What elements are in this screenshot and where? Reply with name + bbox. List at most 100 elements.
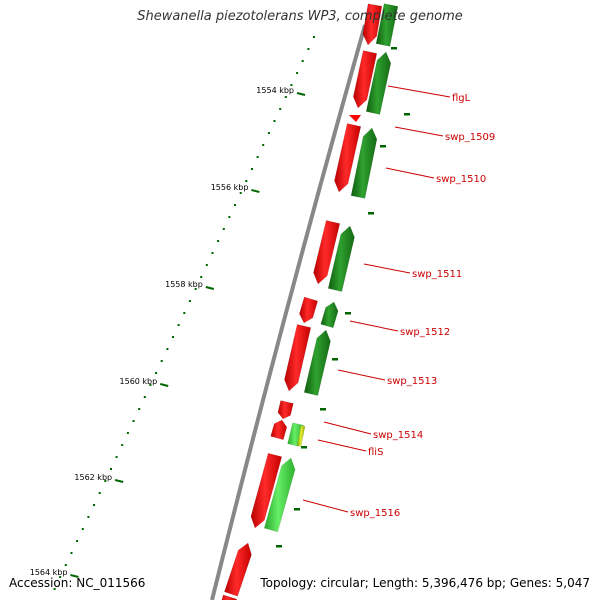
scale-dot (217, 240, 220, 242)
lane-marker (404, 113, 410, 116)
gene-label: swp_1510 (436, 174, 486, 185)
gene-label: swp_1512 (400, 327, 450, 338)
scale-dot (222, 228, 225, 230)
genome-backbone (210, 24, 367, 600)
scale-tick (159, 383, 169, 387)
scale-dot (155, 372, 158, 374)
gene-arrow-reverse (334, 123, 362, 193)
scale-label: 1556 kbp (211, 183, 249, 192)
scale-dot (70, 552, 73, 554)
scale-dot (166, 348, 169, 350)
label-leader-line (349, 320, 399, 332)
label-leader-line (385, 167, 435, 179)
gene-arrow-forward (296, 425, 306, 447)
lane-marker (320, 408, 326, 411)
scale-dot (93, 504, 95, 506)
gene-arrow-reverse (250, 452, 283, 529)
scale-dot (307, 48, 310, 50)
gene-arrow-reverse (221, 594, 238, 600)
gene-label: swp_1513 (387, 376, 437, 387)
scale-dot (245, 180, 248, 182)
scale-dot (200, 276, 203, 278)
label-leader-line (337, 369, 386, 381)
gene-label: swp_1511 (412, 269, 462, 280)
scale-dot (251, 168, 253, 170)
scale-label: 1562 kbp (74, 473, 112, 482)
scale-dot (138, 408, 141, 410)
scale-dot (239, 192, 242, 194)
scale-dot (104, 480, 107, 482)
lane-marker (380, 145, 386, 148)
label-leader-line (387, 85, 451, 98)
gene-arrow-reverse (362, 3, 383, 46)
scale-dot (76, 540, 79, 542)
label-leader-line (363, 263, 411, 274)
scale-dot (205, 264, 208, 266)
scale-dot (172, 336, 174, 338)
scale-dot (121, 444, 124, 446)
scale-dot (110, 468, 112, 470)
gene-label: fliS (368, 447, 383, 458)
lane-marker (368, 212, 374, 215)
scale-dot (313, 36, 315, 38)
scale-dot (284, 96, 287, 98)
gene-arrow-reverse (224, 542, 252, 597)
scale-dot (126, 432, 129, 434)
topology-text: Topology: circular; Length: 5,396,476 bp… (260, 576, 590, 590)
scale-dot (132, 420, 135, 422)
lane-marker (391, 47, 397, 50)
scale-label: 1554 kbp (256, 86, 294, 95)
scale-dot (143, 396, 146, 398)
genome-title: Shewanella piezotolerans WP3, complete g… (137, 9, 463, 24)
backbone-halo (211, 23, 375, 600)
label-leader-line (323, 421, 372, 435)
label-leader-line (394, 126, 444, 137)
gene-arrow-reverse (277, 400, 294, 420)
scale-dot (87, 516, 90, 518)
scale-dot (183, 312, 186, 314)
scale-dot (234, 204, 236, 206)
scale-dot (64, 564, 67, 566)
scale-dot (262, 144, 265, 146)
scale-tick (205, 286, 215, 290)
scale-label: 1560 kbp (120, 377, 158, 386)
gene-label: swp_1516 (350, 508, 400, 519)
gene-label: swp_1509 (445, 132, 495, 143)
scale-dot (211, 252, 214, 254)
gene-arrow-forward (303, 329, 331, 396)
label-leader-line (317, 439, 367, 452)
scale-dot (194, 288, 197, 290)
scale-dot (228, 216, 231, 218)
scale-tick (70, 574, 79, 578)
scale-dot (98, 492, 101, 494)
scale-dot (188, 300, 191, 302)
scale-dot (160, 360, 163, 362)
gene-arrow-reverse (270, 419, 288, 441)
gene-arrow-reverse (284, 324, 312, 392)
gene-arrow-reverse (353, 50, 378, 109)
scale-dot (177, 324, 180, 326)
scale-dot (301, 60, 304, 62)
scale-label: 1564 kbp (30, 568, 68, 577)
gene-arrow-forward (327, 225, 355, 292)
gene-label: flgL (452, 93, 471, 104)
scale-dot (279, 108, 282, 110)
scale-tick (114, 479, 124, 483)
lane-marker (345, 312, 351, 315)
gene-arrow-reverse (299, 296, 319, 324)
lane-marker (276, 545, 282, 548)
gene-arrow-forward (263, 457, 296, 533)
gene-arrow-forward (350, 127, 378, 199)
gene-arrow-forward (365, 51, 392, 115)
scale-dot (273, 120, 276, 122)
scale-tick (251, 189, 260, 193)
gene-arrow-forward (375, 3, 399, 47)
scale-dot (256, 156, 259, 158)
label-leader-line (302, 499, 349, 513)
gene-arrow-reverse (313, 220, 341, 285)
scale-dot (53, 588, 56, 590)
scale-tick (296, 92, 306, 96)
scale-dot (290, 84, 293, 86)
